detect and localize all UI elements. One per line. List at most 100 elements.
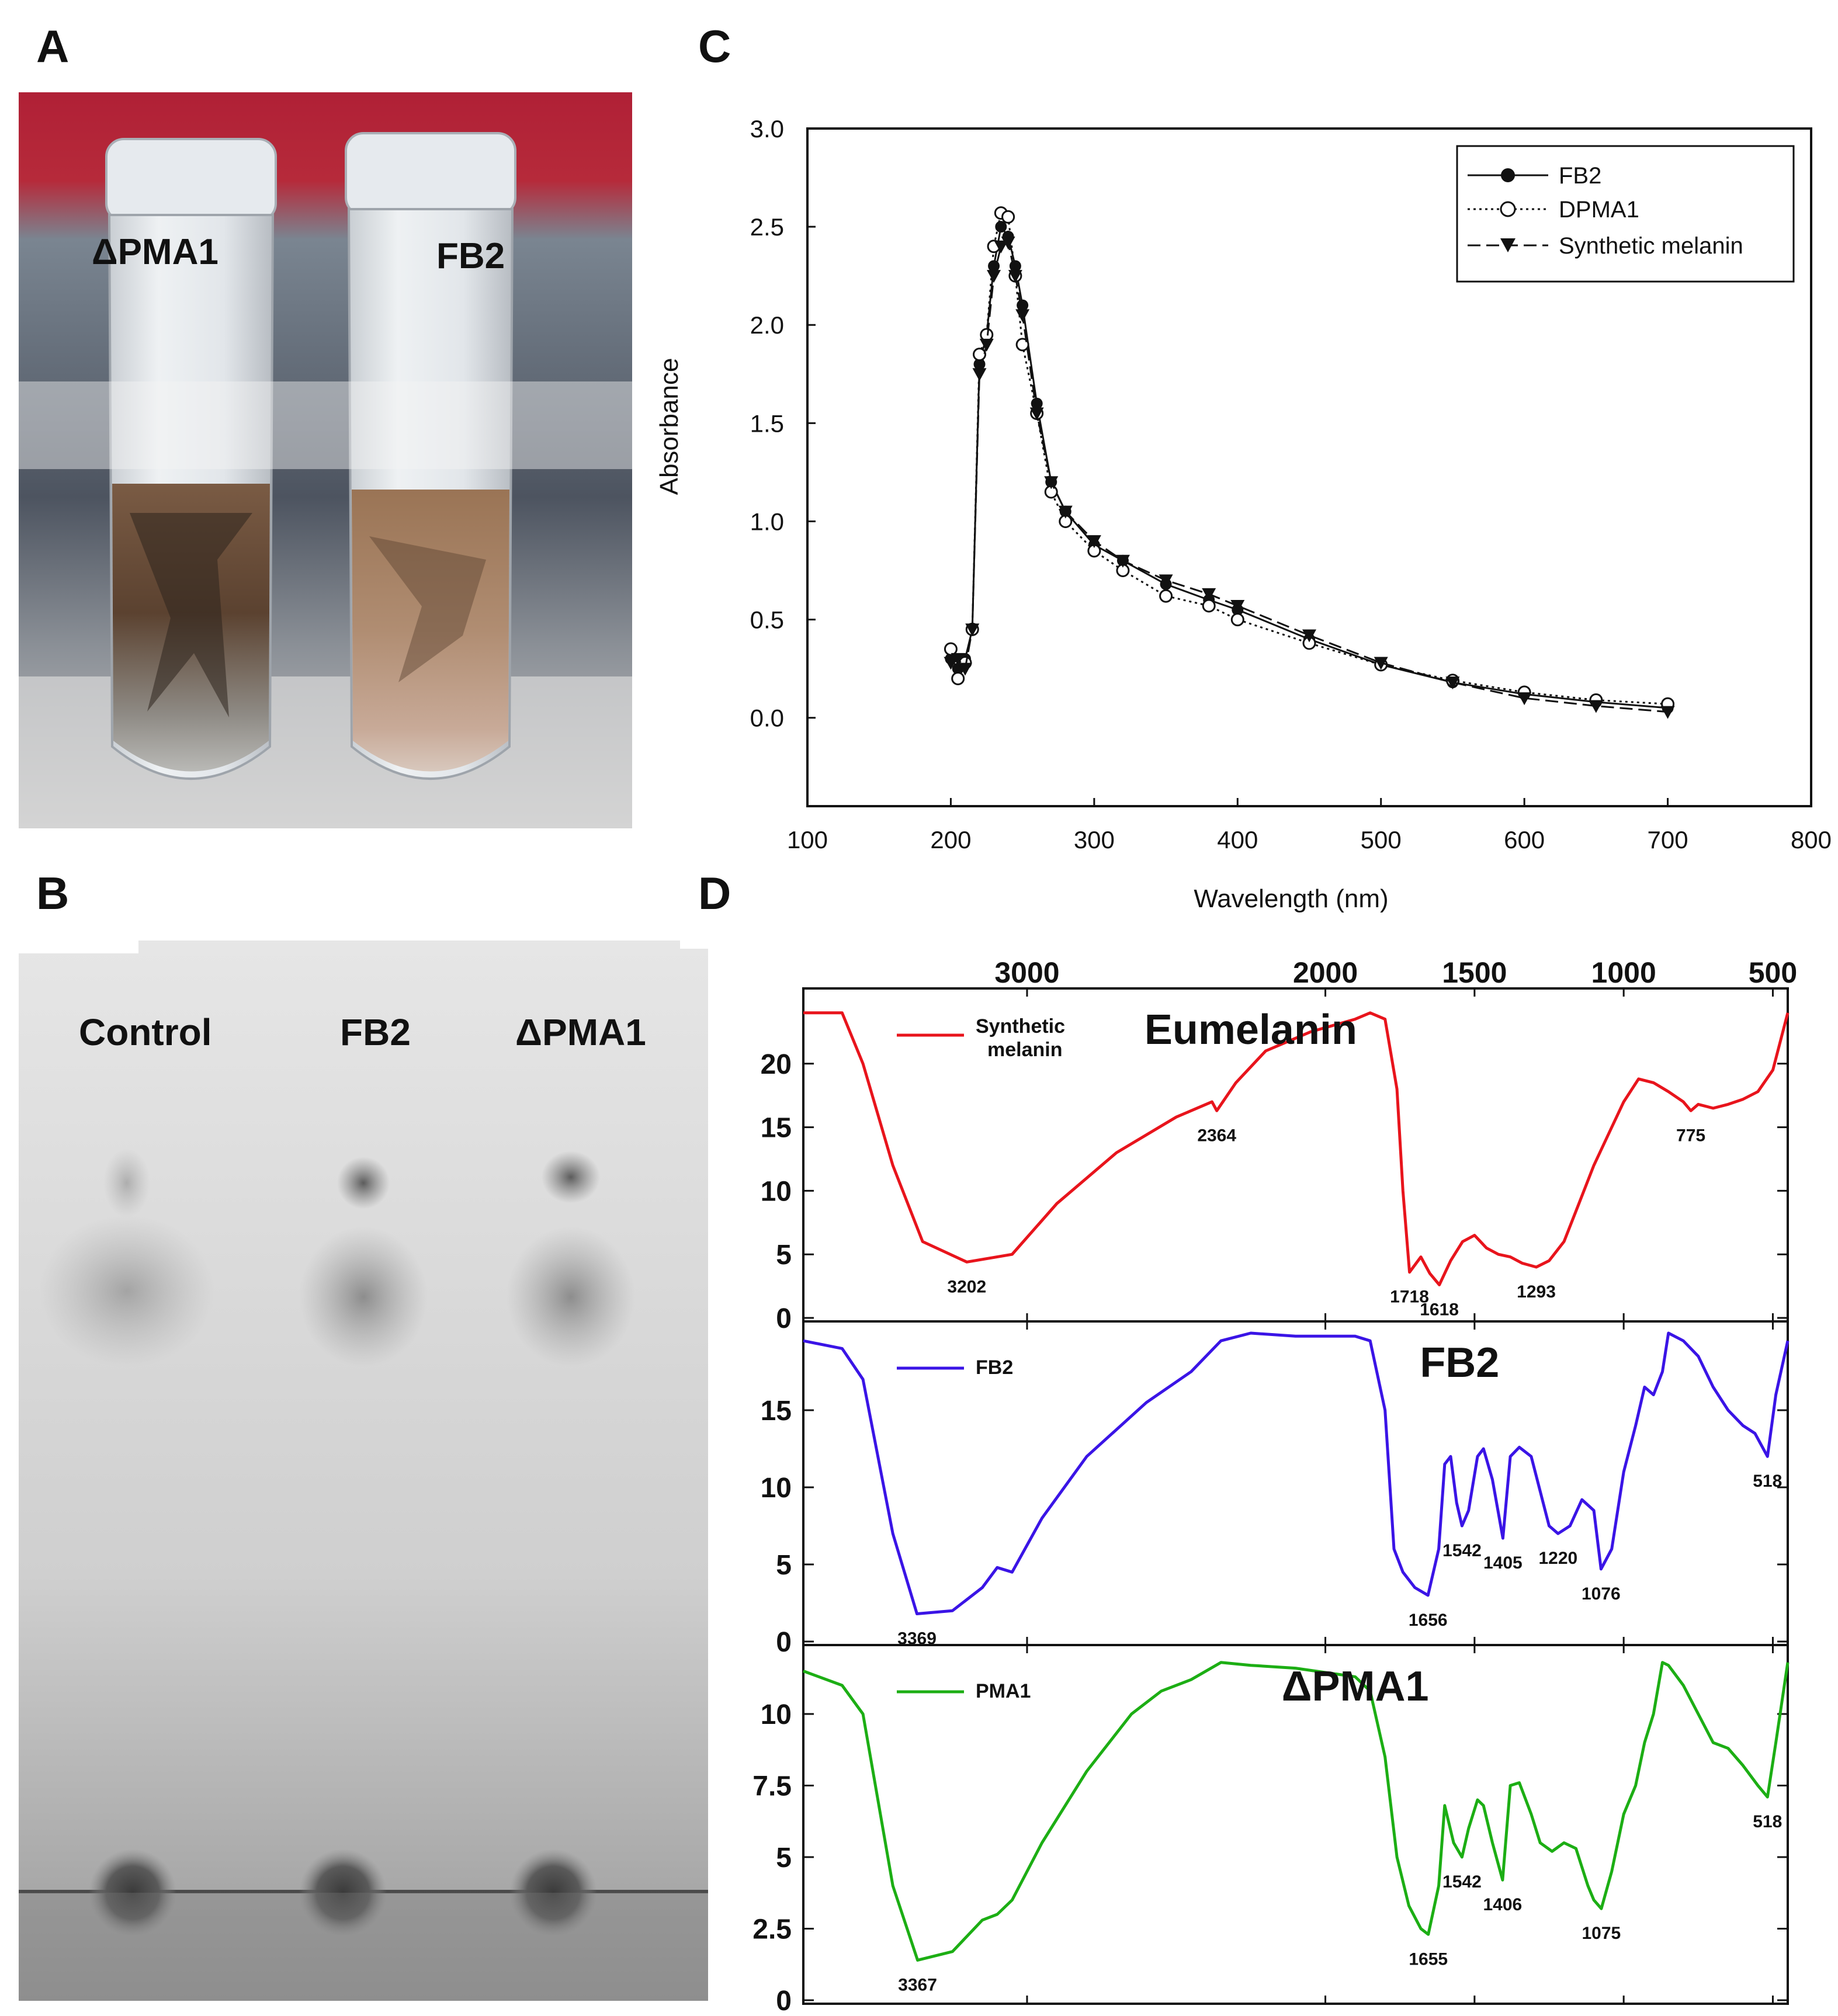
y-tick-label: 5 bbox=[776, 1550, 792, 1581]
peak-label: 1075 bbox=[1582, 1924, 1621, 1943]
peak-label: 2364 bbox=[1197, 1126, 1236, 1145]
y-tick-label: 10 bbox=[761, 1699, 792, 1730]
legend: FB2 DPMA1 Synthetic melanin bbox=[1456, 145, 1795, 283]
data-point bbox=[1517, 692, 1532, 706]
panel-label-a: A bbox=[36, 20, 70, 72]
data-point bbox=[1202, 599, 1216, 613]
peak-label: 1618 bbox=[1420, 1300, 1459, 1319]
y-tick-label: 20 bbox=[761, 1049, 792, 1080]
uv-vis-chart: 0.0 0.5 1.0 1.5 2.0 2.5 3.0 100 200 300 400 500 600… bbox=[655, 115, 1832, 913]
subplot-heading: Eumelanin bbox=[1145, 1007, 1357, 1053]
peak-label: 1406 bbox=[1483, 1895, 1522, 1914]
tlc-plate: Control FB2 ΔPMA1 bbox=[19, 941, 708, 2001]
y-tick-label: 1.0 bbox=[750, 508, 784, 535]
data-point bbox=[1031, 397, 1043, 410]
data-point bbox=[1015, 309, 1030, 322]
x-tick-label: 1000 bbox=[1591, 956, 1656, 989]
spectrum-line bbox=[803, 1011, 1790, 1286]
tube-label-dpma1: ΔPMA1 bbox=[92, 232, 219, 272]
data-point bbox=[1008, 270, 1022, 283]
legend-marker-dpma1 bbox=[1500, 201, 1516, 217]
peak-label: 1220 bbox=[1538, 1549, 1577, 1568]
peak-label: 1076 bbox=[1582, 1584, 1621, 1604]
x-tick-label: 300 bbox=[1074, 826, 1115, 853]
legend-label-fb2: FB2 bbox=[1559, 163, 1601, 189]
peak-label: 3367 bbox=[898, 1975, 937, 1994]
legend-marker-fb2 bbox=[1501, 168, 1515, 182]
peak-label: 775 bbox=[1676, 1126, 1705, 1145]
x-tick-label: 2000 bbox=[1293, 956, 1358, 989]
subplot-heading: FB2 bbox=[1420, 1340, 1499, 1386]
y-tick-label: 0.5 bbox=[750, 606, 784, 634]
subplot-heading: ΔPMA1 bbox=[1282, 1663, 1429, 1710]
data-point bbox=[1445, 676, 1460, 690]
y-tick-label: 5 bbox=[776, 1240, 792, 1271]
y-tick-label: 2.0 bbox=[750, 311, 784, 339]
data-point bbox=[951, 671, 965, 685]
data-point bbox=[951, 653, 965, 666]
plot-frame bbox=[806, 127, 1812, 807]
data-point bbox=[979, 338, 994, 352]
data-point bbox=[972, 368, 987, 381]
peak-label: 1655 bbox=[1409, 1949, 1448, 1969]
y-tick-label: 7.5 bbox=[752, 1771, 792, 1802]
x-tick-label: 400 bbox=[1217, 826, 1258, 853]
peak-label: 1542 bbox=[1442, 1872, 1482, 1892]
data-point bbox=[1058, 505, 1073, 519]
plate-corner-notch bbox=[19, 941, 138, 953]
data-point bbox=[1202, 588, 1216, 601]
data-point bbox=[995, 221, 1007, 233]
y-tick-label: 0 bbox=[776, 1627, 792, 1658]
peak-label: 1542 bbox=[1442, 1541, 1482, 1560]
data-point bbox=[1115, 554, 1130, 568]
x-tick-label: 700 bbox=[1648, 826, 1688, 853]
ftir-subplot-0: 0 5 10 15 20 Synthetic melanin Eumelanin 3202 236… bbox=[761, 987, 1790, 1334]
data-point bbox=[1044, 476, 1059, 490]
legend-label-synthetic: Synthetic melanin bbox=[1559, 233, 1743, 259]
data-point bbox=[944, 642, 958, 656]
peak-label: 1718 bbox=[1390, 1288, 1429, 1307]
x-tick-label: 200 bbox=[930, 826, 971, 853]
y-tick-label: 0.0 bbox=[750, 705, 784, 732]
x-tick-label: 500 bbox=[1749, 956, 1797, 989]
x-tick-label: 100 bbox=[787, 826, 828, 853]
y-tick-label: 15 bbox=[761, 1396, 792, 1427]
legend-label: PMA1 bbox=[976, 1680, 1031, 1702]
x-tick-label: 3000 bbox=[994, 956, 1059, 989]
y-tick-label: 2.5 bbox=[752, 1914, 792, 1945]
x-tick-label: 800 bbox=[1791, 826, 1832, 853]
plate-corner-notch bbox=[680, 941, 708, 949]
data-point bbox=[987, 270, 1001, 283]
data-point bbox=[1015, 338, 1029, 352]
panel-label-c: C bbox=[698, 20, 731, 72]
legend-marker-synthetic bbox=[1500, 238, 1516, 252]
panel-label-d: D bbox=[698, 868, 731, 919]
panel-label-b: B bbox=[36, 868, 70, 919]
x-tick-label: 500 bbox=[1361, 826, 1402, 853]
peak-label: 1656 bbox=[1409, 1611, 1448, 1630]
data-point bbox=[944, 657, 958, 670]
data-point bbox=[988, 260, 1000, 272]
y-tick-label: 3.0 bbox=[750, 115, 784, 143]
peak-label: 1293 bbox=[1517, 1282, 1556, 1302]
legend-label-line: Synthetic bbox=[976, 1015, 1065, 1038]
data-point bbox=[1589, 700, 1603, 713]
subplot-frame bbox=[802, 1644, 1789, 2005]
peak-label: 518 bbox=[1753, 1472, 1782, 1491]
peak-label: 1405 bbox=[1483, 1553, 1523, 1573]
data-point bbox=[1001, 210, 1015, 224]
y-tick-label: 2.5 bbox=[750, 213, 784, 241]
lane-label-dpma1: ΔPMA1 bbox=[515, 1011, 646, 1053]
y-tick-label: 5 bbox=[776, 1842, 792, 1873]
spectrum-line bbox=[803, 1661, 1790, 1962]
y-axis-label: Absorbance bbox=[655, 358, 684, 495]
y-tick-label: 0 bbox=[776, 1986, 792, 2016]
data-point bbox=[1302, 629, 1316, 643]
data-point bbox=[973, 348, 987, 362]
lane-label-fb2: FB2 bbox=[340, 1011, 411, 1053]
legend-label-line: PMA1 bbox=[976, 1680, 1031, 1702]
tubes-photo: ΔPMA1 FB2 bbox=[19, 92, 632, 828]
